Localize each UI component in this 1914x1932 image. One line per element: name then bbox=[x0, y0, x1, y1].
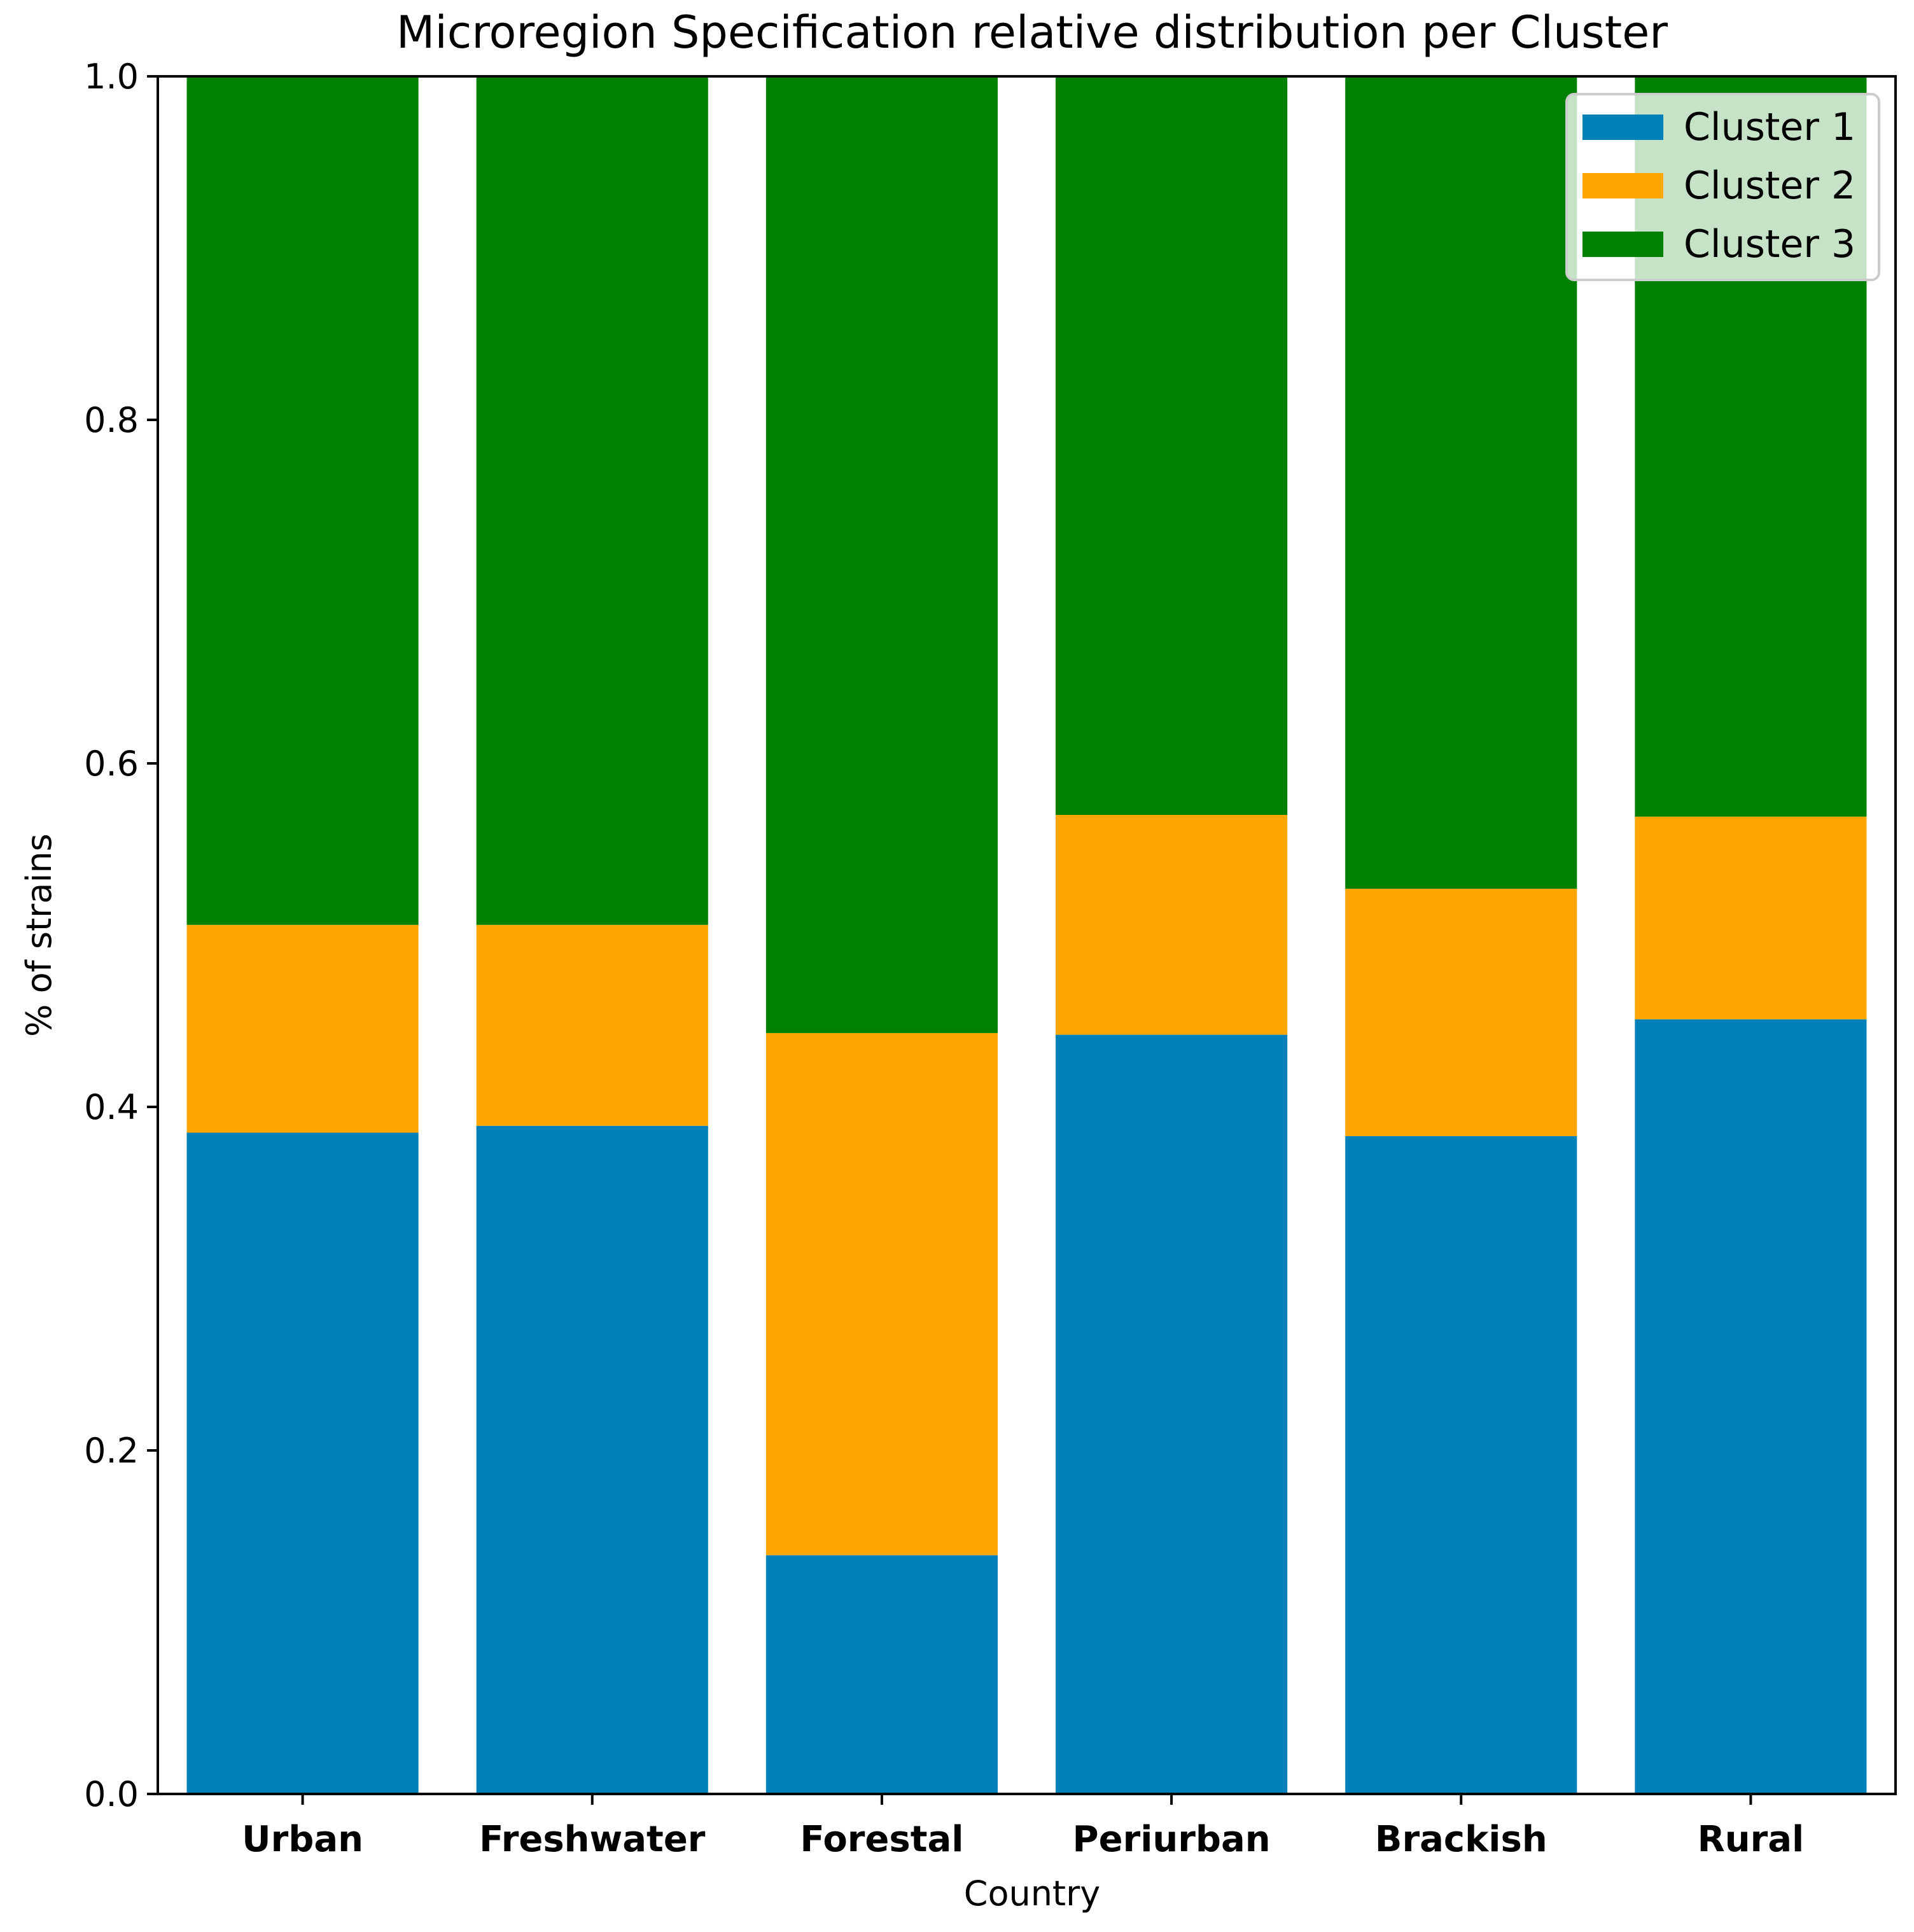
plot-frame bbox=[157, 75, 1897, 1795]
bar-urban-cluster-3 bbox=[186, 76, 419, 925]
bar-urban-cluster-2 bbox=[186, 924, 419, 1133]
y-tick-label: 0.2 bbox=[84, 1431, 139, 1471]
legend-label-cluster-1: Cluster 1 bbox=[1684, 105, 1855, 149]
x-tick-label-rural: Rural bbox=[1698, 1819, 1805, 1860]
legend: Cluster 1 Cluster 2 Cluster 3 bbox=[1565, 93, 1880, 281]
bars-layer bbox=[186, 76, 1867, 1794]
bar-forestal-cluster-3 bbox=[765, 76, 998, 1033]
bar-freshwater-cluster-1 bbox=[476, 1125, 708, 1794]
bar-forestal-cluster-1 bbox=[765, 1555, 998, 1794]
x-axis: Urban Freshwater Forestal Periurban Brackish… bbox=[242, 1794, 1804, 1860]
x-axis-label: Country bbox=[964, 1873, 1101, 1914]
bar-freshwater-cluster-2 bbox=[476, 924, 708, 1126]
y-axis-label: % of strains bbox=[19, 833, 59, 1037]
chart-title: Microregion Specification relative distr… bbox=[396, 6, 1668, 59]
x-tick-label-urban: Urban bbox=[242, 1819, 363, 1860]
bar-rural-cluster-2 bbox=[1635, 816, 1867, 1020]
y-tick-label: 1.0 bbox=[84, 57, 139, 97]
x-tick-label-brackish: Brackish bbox=[1375, 1819, 1547, 1860]
bar-periurban-cluster-1 bbox=[1056, 1034, 1288, 1794]
x-tick-label-forestal: Forestal bbox=[800, 1819, 963, 1860]
legend-label-cluster-2: Cluster 2 bbox=[1684, 163, 1855, 208]
y-axis: 0.0 0.2 0.4 0.6 0.8 1.0 bbox=[84, 57, 158, 1814]
legend-swatch-cluster-3 bbox=[1582, 232, 1663, 257]
bar-freshwater-cluster-3 bbox=[476, 76, 708, 925]
bar-brackish-cluster-2 bbox=[1345, 889, 1577, 1136]
bar-forestal-cluster-2 bbox=[765, 1032, 998, 1555]
bar-urban-cluster-1 bbox=[186, 1132, 419, 1794]
bar-periurban-cluster-3 bbox=[1056, 76, 1288, 815]
y-tick-label: 0.4 bbox=[84, 1087, 139, 1127]
legend-swatch-cluster-1 bbox=[1582, 115, 1663, 140]
legend-swatch-cluster-2 bbox=[1582, 173, 1663, 198]
y-tick-label: 0.6 bbox=[84, 744, 139, 784]
x-tick-label-periurban: Periurban bbox=[1073, 1819, 1271, 1860]
bar-rural-cluster-1 bbox=[1635, 1019, 1867, 1794]
x-tick-label-freshwater: Freshwater bbox=[479, 1819, 706, 1860]
y-tick-label: 0.8 bbox=[84, 400, 139, 440]
legend-label-cluster-3: Cluster 3 bbox=[1684, 222, 1855, 267]
bar-periurban-cluster-2 bbox=[1056, 815, 1288, 1035]
legend-entries: Cluster 1 Cluster 2 Cluster 3 bbox=[1582, 105, 1855, 267]
bar-brackish-cluster-3 bbox=[1345, 76, 1577, 889]
y-tick-label: 0.0 bbox=[84, 1774, 139, 1814]
bar-brackish-cluster-1 bbox=[1345, 1136, 1577, 1794]
